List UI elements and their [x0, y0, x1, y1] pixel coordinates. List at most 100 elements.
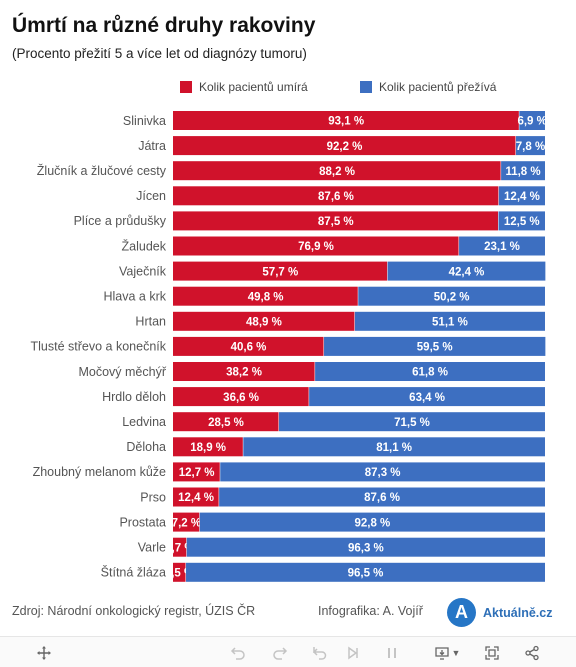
data-label: 7,2 % [172, 517, 201, 529]
revert-icon[interactable] [308, 641, 332, 665]
data-label: 63,4 % [409, 392, 445, 404]
data-label: 88,2 % [319, 166, 355, 178]
bar-segment-die[interactable] [173, 437, 243, 457]
bar-segment-die[interactable] [173, 462, 220, 482]
bar-segment-die[interactable] [173, 211, 498, 231]
data-label: 50,2 % [434, 291, 470, 303]
bar-segment-survive[interactable] [243, 437, 545, 457]
bar-segment-survive[interactable] [498, 186, 545, 206]
data-label: 81,1 % [376, 442, 412, 454]
category-label: Žlučník a žlučové cesty [37, 163, 167, 178]
bar-segment-die[interactable] [173, 136, 516, 156]
credit-note: Infografika: A. Vojíř [318, 604, 423, 618]
bar-segment-die[interactable] [173, 286, 358, 306]
bar-segment-die[interactable] [173, 362, 315, 381]
legend-swatch-die [180, 81, 192, 93]
aktualne-logo[interactable]: A Aktuálně.cz [447, 598, 552, 627]
bar-segment-die[interactable] [173, 161, 501, 181]
data-label: 49,8 % [248, 291, 284, 303]
bar-segment-die[interactable] [173, 336, 324, 356]
category-label: Děloha [126, 440, 166, 454]
chart-title: Úmrtí na různé druhy rakoviny [12, 14, 316, 37]
bar-segment-survive[interactable] [309, 387, 545, 407]
logo-text: Aktuálně.cz [483, 605, 553, 620]
data-label: 12,7 % [179, 467, 215, 479]
bar-segment-die[interactable] [173, 512, 200, 532]
bar-segment-die[interactable] [173, 186, 499, 206]
redo-icon[interactable] [268, 641, 292, 665]
data-label: 38,2 % [226, 367, 262, 379]
share-icon[interactable] [520, 641, 544, 665]
category-label: Slinivka [123, 114, 166, 128]
forward-icon[interactable] [342, 641, 366, 665]
pause-icon[interactable] [380, 641, 404, 665]
bar-segment-survive[interactable] [199, 512, 545, 532]
bar-segment-survive[interactable] [315, 362, 545, 381]
data-label: 12,4 % [504, 191, 540, 203]
data-label: 51,1 % [432, 317, 468, 329]
bar-segment-survive[interactable] [324, 336, 546, 356]
category-label: Prostata [119, 515, 166, 529]
data-label: 28,5 % [208, 417, 244, 429]
data-label: 87,5 % [318, 216, 354, 228]
data-label: 18,9 % [190, 442, 226, 454]
legend-label-die: Kolik pacientů umírá [199, 80, 308, 94]
data-label: 87,6 % [318, 191, 354, 203]
data-label: 87,6 % [364, 492, 400, 504]
bar-segment-die[interactable] [173, 311, 355, 331]
bar-segment-survive[interactable] [501, 161, 545, 181]
legend-item-die: Kolik pacientů umírá [180, 80, 308, 94]
bar-segment-survive[interactable] [279, 412, 545, 432]
legend: Kolik pacientů umírá Kolik pacientů přež… [0, 80, 576, 96]
category-label: Hrdlo děloh [102, 390, 166, 404]
bar-segment-survive[interactable] [519, 111, 545, 130]
bar-segment-survive[interactable] [387, 261, 546, 281]
move-icon[interactable] [32, 641, 56, 665]
bar-segment-die[interactable] [173, 387, 309, 407]
category-label: Jícen [136, 189, 166, 203]
data-label: 93,1 % [328, 116, 364, 128]
category-label: Hlava a krk [103, 290, 166, 304]
data-label: 36,6 % [223, 392, 259, 404]
bar-segment-die[interactable] [173, 537, 187, 557]
data-label: 40,6 % [231, 342, 267, 354]
download-icon[interactable]: ▼ [430, 641, 464, 665]
stacked-bar-chart: Slinivka 93,1 % 6,9 % Játra 92,2 % 7,8 % Žlučn… [31, 111, 547, 582]
bar-segment-die[interactable] [173, 236, 459, 256]
bar-segment-die[interactable] [173, 412, 279, 432]
fullscreen-icon[interactable] [480, 641, 504, 665]
bar-segment-survive[interactable] [220, 462, 546, 482]
bar-segment-survive[interactable] [186, 537, 545, 557]
source-note: Zdroj: Národní onkologický registr, ÚZIS… [12, 604, 256, 618]
data-label: 71,5 % [394, 417, 430, 429]
category-label: Varle [138, 541, 166, 555]
data-label: 48,9 % [246, 317, 282, 329]
category-label: Játra [138, 139, 166, 153]
logo-mark: A [447, 598, 476, 627]
data-label: 6,9 % [517, 116, 546, 128]
bar-segment-survive[interactable] [354, 311, 545, 331]
legend-item-survive: Kolik pacientů přežívá [360, 80, 496, 94]
data-label: 61,8 % [412, 367, 448, 379]
bar-segment-die[interactable] [173, 562, 186, 582]
data-label: 7,8 % [516, 141, 545, 153]
bar-segment-die[interactable] [173, 487, 219, 507]
bar-segment-survive[interactable] [219, 487, 545, 507]
bar-segment-die[interactable] [173, 111, 519, 130]
bar-segment-survive[interactable] [358, 286, 545, 306]
bar-segment-survive[interactable] [498, 211, 546, 231]
category-label: Tlusté střevo a konečník [31, 340, 167, 354]
data-label: 96,5 % [348, 568, 384, 580]
data-label: 12,4 % [178, 492, 214, 504]
data-label: 92,8 % [354, 517, 390, 529]
category-label: Hrtan [135, 315, 166, 329]
category-label: Močový měchýř [78, 365, 166, 379]
category-label: Vaječník [119, 264, 167, 278]
bar-segment-survive[interactable] [459, 236, 545, 256]
data-label: 76,9 % [298, 241, 334, 253]
bar-segment-survive[interactable] [186, 562, 545, 582]
undo-icon[interactable] [226, 641, 250, 665]
bar-segment-die[interactable] [173, 261, 388, 281]
chart-subtitle: (Procento přežití 5 a více let od diagnó… [12, 46, 307, 61]
bar-segment-survive[interactable] [515, 136, 545, 156]
